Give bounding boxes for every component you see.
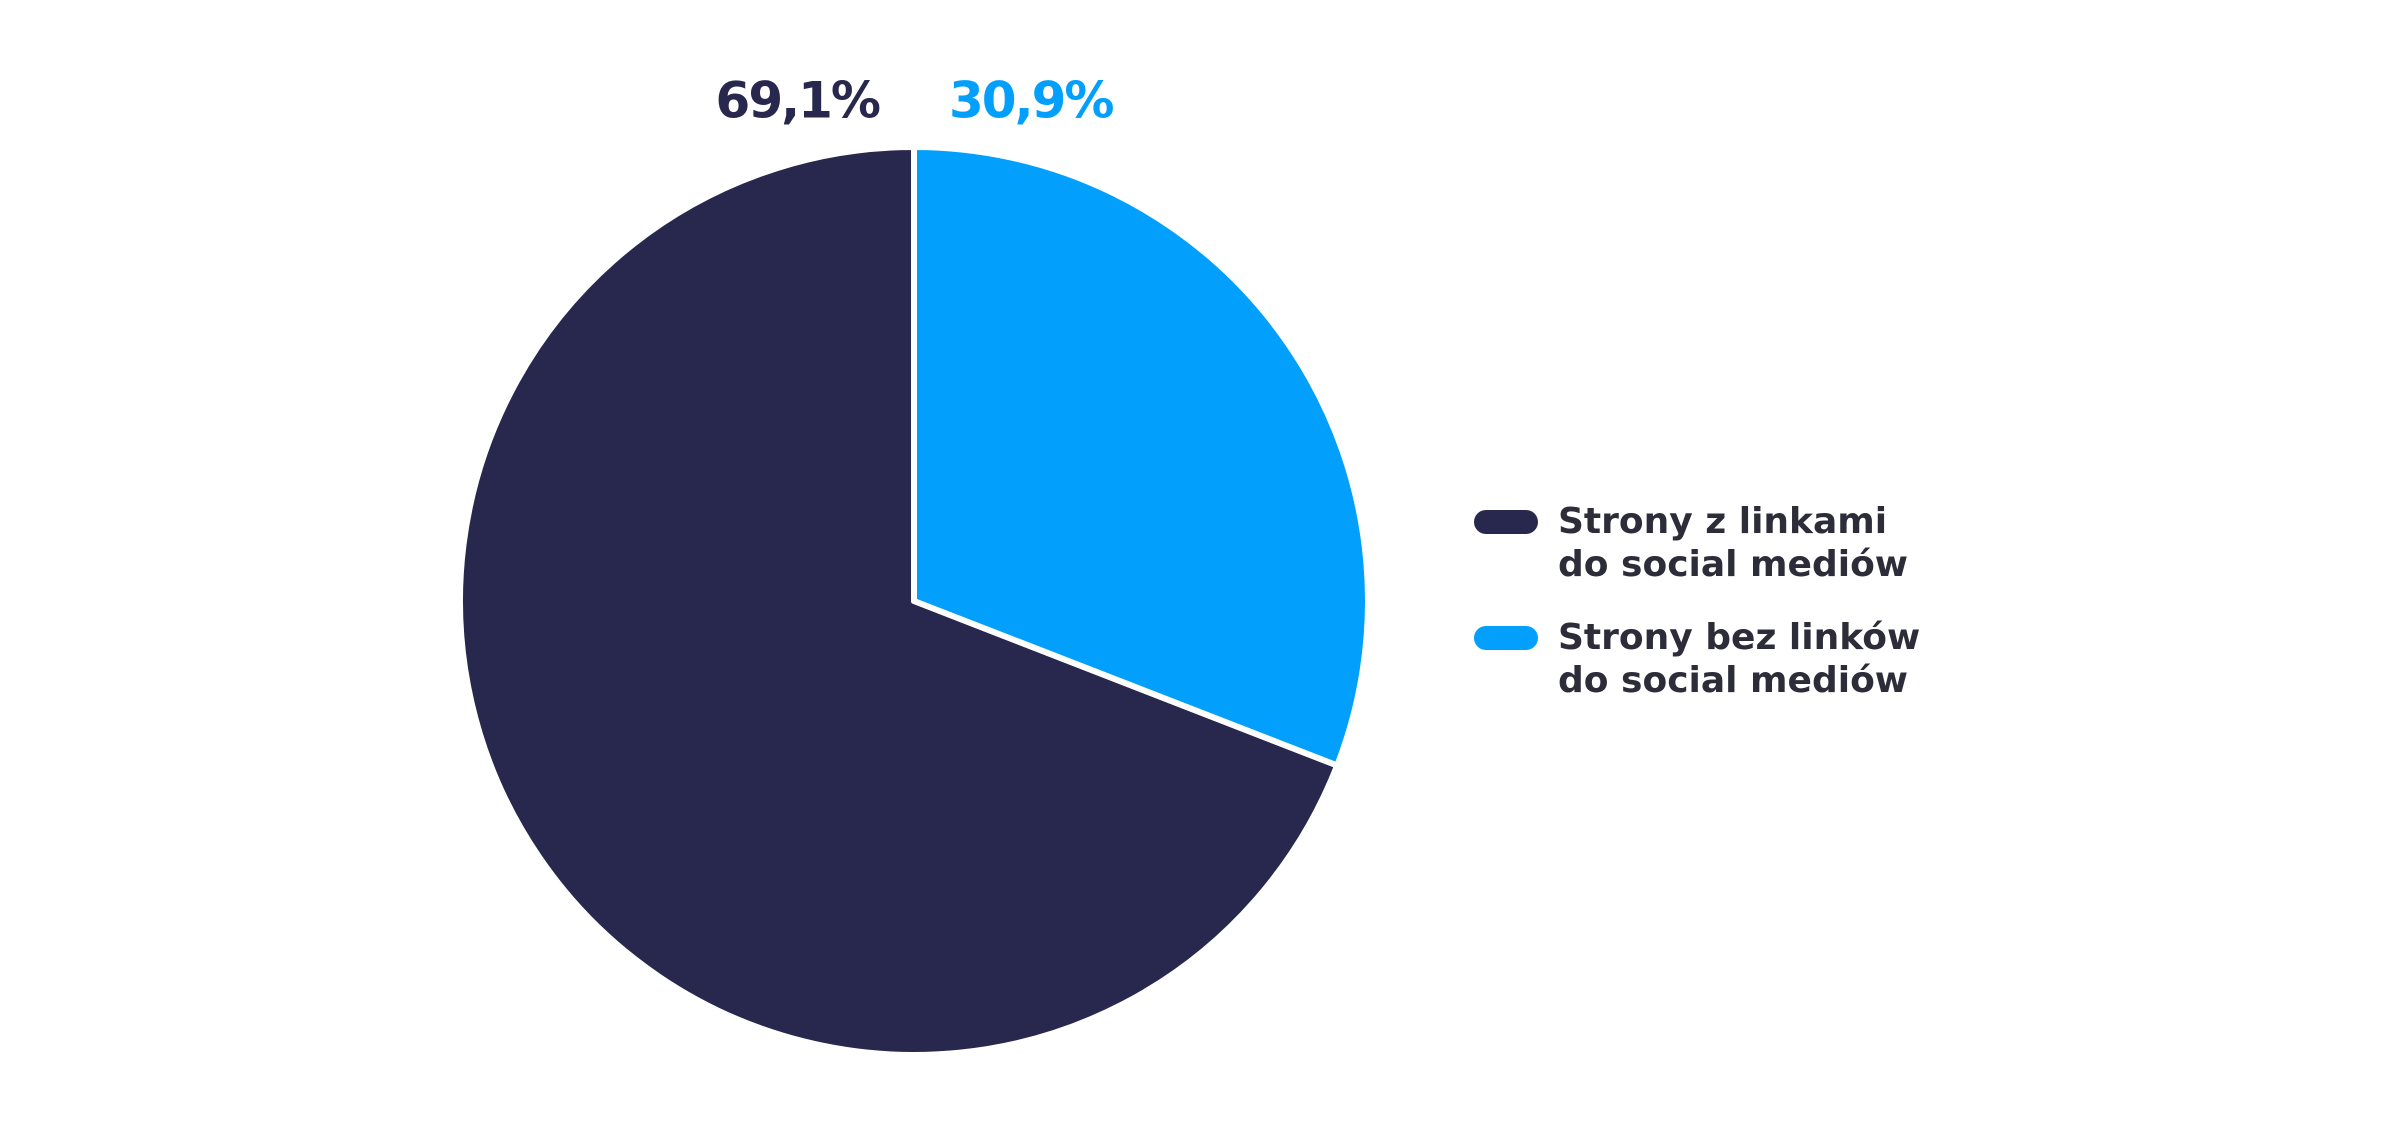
legend-swatch <box>1474 626 1538 650</box>
legend-swatch <box>1474 510 1538 534</box>
pie-slice <box>457 144 1341 1058</box>
legend-label: Strony bez linków do social mediów <box>1558 617 1921 701</box>
legend-item: Strony bez linków do social mediów <box>1474 616 1920 702</box>
pie-slice <box>911 144 1371 769</box>
legend-label: Strony z linkami do social mediów <box>1558 501 1909 585</box>
legend: Strony z linkami do social mediów Strony … <box>1474 500 1920 732</box>
value-label: 69,1% <box>716 72 880 130</box>
legend-item: Strony z linkami do social mediów <box>1474 500 1920 586</box>
value-label: 30,9% <box>949 72 1113 130</box>
